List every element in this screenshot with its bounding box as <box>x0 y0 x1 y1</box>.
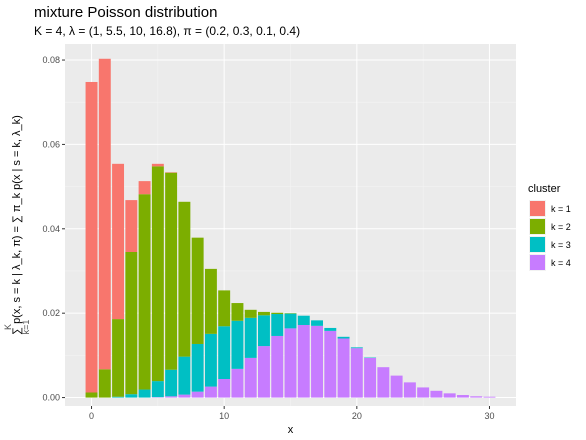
y-axis-title-sum-lower: k=1 <box>21 320 31 335</box>
bar-segment-k-4 <box>218 378 231 398</box>
legend-swatch <box>530 237 545 252</box>
bar-segment-k-3 <box>218 326 231 379</box>
y-tick-label: 0.00 <box>42 393 60 403</box>
bar-segment-k-1 <box>125 200 138 253</box>
bar-segment-k-4 <box>403 382 416 398</box>
bar-segment-k-4 <box>390 375 403 398</box>
legend-title: cluster <box>528 183 561 195</box>
legend-swatch <box>530 255 545 270</box>
chart-subtitle: K = 4, λ = (1, 5.5, 10, 16.8), π = (0.2,… <box>34 24 301 38</box>
bar-segment-k-3 <box>350 347 363 349</box>
bar-segment-k-3 <box>138 389 151 398</box>
bar-segment-k-4 <box>430 390 443 398</box>
legend-swatch <box>530 201 545 216</box>
bar-segment-k-2 <box>85 392 98 398</box>
bar-segment-k-3 <box>324 327 337 331</box>
bar-segment-k-4 <box>297 324 310 398</box>
legend-items: k = 1 k = 2 k = 3 k = 4 <box>529 200 571 271</box>
bar-segment-k-1 <box>85 81 98 393</box>
bar-segment-k-4 <box>311 325 323 398</box>
bar-segment-k-3 <box>271 314 284 336</box>
legend-label: k = 4 <box>551 258 571 268</box>
bar-segment-k-3 <box>284 313 297 329</box>
bar-segment-k-4 <box>191 391 204 398</box>
bar-segment-k-2 <box>218 290 231 327</box>
bar-segment-k-4 <box>456 395 469 398</box>
chart-title: mixture Poisson distribution <box>34 4 218 21</box>
legend: cluster k = 1 k = 2 k = 3 k = 4 <box>528 183 571 271</box>
bar-segment-k-3 <box>151 381 164 398</box>
bar-segment-k-2 <box>204 268 217 334</box>
x-axis-title: x <box>288 424 294 436</box>
bar-segment-k-2 <box>244 309 257 318</box>
x-tick-label: 10 <box>219 411 229 421</box>
bar-segment-k-2 <box>125 252 138 395</box>
bar-segment-k-2 <box>258 311 270 316</box>
legend-label: k = 2 <box>551 222 571 232</box>
bar-segment-k-1 <box>98 58 111 370</box>
bar-segment-k-2 <box>271 312 284 315</box>
bars <box>85 58 496 398</box>
bar-segment-k-2 <box>138 194 151 390</box>
bar-segment-k-3 <box>178 356 191 395</box>
bar-segment-k-1 <box>112 163 125 320</box>
legend-label: k = 1 <box>551 204 571 214</box>
bar-segment-k-4 <box>165 396 178 398</box>
bar-segment-k-4 <box>483 396 496 398</box>
bar-segment-k-4 <box>324 330 337 398</box>
bar-segment-k-3 <box>165 369 178 397</box>
bar-segment-k-2 <box>112 319 125 397</box>
x-axis-ticks: 0 10 20 30 <box>89 406 494 421</box>
bar-segment-k-4 <box>178 394 191 398</box>
bar-segment-k-4 <box>204 386 217 398</box>
y-axis-title-text: ∑ p(x, s = k | λ_k, π) = ∑ π_k p(x | s =… <box>11 115 23 335</box>
bar-segment-k-4 <box>470 396 483 398</box>
bar-segment-k-3 <box>258 315 270 347</box>
bar-segment-k-3 <box>204 333 217 387</box>
bar-segment-k-2 <box>231 303 244 321</box>
x-tick-label: 20 <box>352 411 362 421</box>
bar-segment-k-3 <box>311 320 323 326</box>
legend-label: k = 3 <box>551 240 571 250</box>
bar-segment-k-3 <box>191 343 204 392</box>
bar-segment-k-4 <box>258 346 270 398</box>
bar-segment-k-4 <box>244 357 257 398</box>
y-tick-label: 0.08 <box>42 55 60 65</box>
x-tick-label: 30 <box>484 411 494 421</box>
bar-segment-k-3 <box>297 315 310 325</box>
bar-segment-k-2 <box>151 166 164 382</box>
y-tick-label: 0.04 <box>42 224 60 234</box>
bar-segment-k-4 <box>231 368 244 398</box>
bar-segment-k-4 <box>417 387 430 398</box>
bar-segment-k-4 <box>337 338 350 398</box>
bar-segment-k-2 <box>178 201 191 357</box>
bar-segment-k-2 <box>98 369 111 398</box>
bar-segment-k-3 <box>244 317 257 358</box>
y-axis-title: ∑ p(x, s = k | λ_k, π) = ∑ π_k p(x | s =… <box>3 115 31 335</box>
bar-segment-k-3 <box>337 336 350 339</box>
bar-segment-k-4 <box>284 328 297 398</box>
y-tick-label: 0.02 <box>42 308 60 318</box>
bar-segment-k-3 <box>231 320 244 369</box>
bar-segment-k-1 <box>138 181 151 195</box>
bar-segment-k-3 <box>125 394 138 398</box>
bar-segment-k-4 <box>377 367 390 398</box>
bar-segment-k-4 <box>443 393 456 398</box>
bar-segment-k-4 <box>364 357 377 398</box>
legend-swatch <box>530 219 545 234</box>
bar-segment-k-4 <box>350 348 363 398</box>
x-tick-label: 0 <box>89 411 94 421</box>
bar-segment-k-2 <box>191 237 204 344</box>
bar-segment-k-1 <box>151 163 164 167</box>
bar-segment-k-3 <box>112 396 125 398</box>
y-tick-label: 0.06 <box>42 139 60 149</box>
bar-segment-k-2 <box>165 172 178 370</box>
bar-segment-k-4 <box>271 335 284 398</box>
y-axis-ticks: 0.00 0.02 0.04 0.06 0.08 <box>42 55 65 403</box>
y-axis-title-sum-upper: K <box>3 324 13 330</box>
